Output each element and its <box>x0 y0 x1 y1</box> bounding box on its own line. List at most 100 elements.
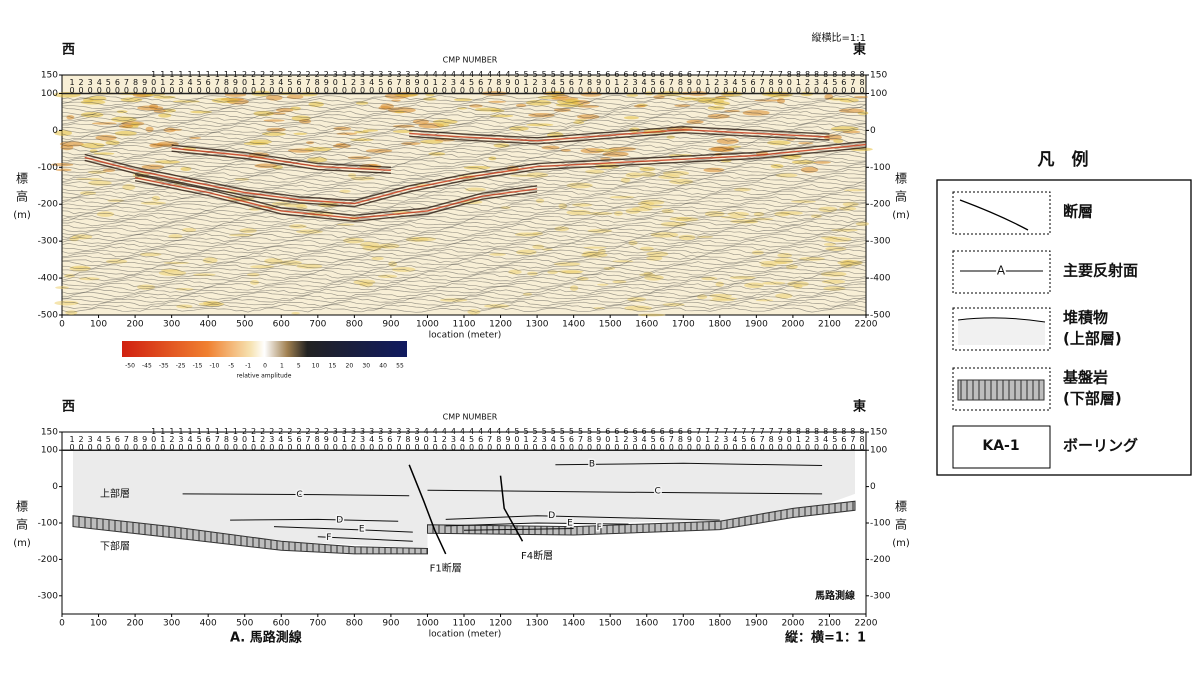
legend-sediment-line <box>957 317 1046 323</box>
x-tick-label: 1200 <box>489 619 512 629</box>
seismic-blob <box>697 294 708 300</box>
cmp-number: 470 <box>485 427 494 451</box>
seismic-reflector <box>84 143 867 205</box>
seismic-blob <box>715 281 724 287</box>
seismic-blob <box>122 184 136 191</box>
unit-label: 上部層 <box>100 487 130 500</box>
cmp-number: 800 <box>785 427 794 451</box>
cmp-number: 640 <box>640 70 649 94</box>
seismic-blob <box>750 217 774 221</box>
seismic-blob <box>514 232 539 237</box>
x-tick-label: 900 <box>382 619 399 629</box>
seismic-blob <box>660 221 687 227</box>
x-tick-label: 2200 <box>855 320 878 330</box>
seismic-blob <box>612 280 627 284</box>
seismic-blob <box>833 138 844 144</box>
seismic-reflector <box>171 147 391 171</box>
sediment-fill <box>73 450 855 549</box>
fault-f1 <box>408 464 447 555</box>
x-tick-label: 1800 <box>708 320 731 330</box>
cmp-number: 880 <box>858 427 867 451</box>
seismic-blob <box>777 253 793 258</box>
cmp-number: 250 <box>285 70 294 94</box>
seismic-trace <box>61 307 867 313</box>
cmp-number: 260 <box>295 427 304 451</box>
cmp-number: 460 <box>476 427 485 451</box>
seismic-blob <box>288 224 307 229</box>
seismic-trace <box>61 248 867 255</box>
seismic-trace <box>61 297 867 304</box>
legend-boring-label: KA-1 <box>982 438 1019 454</box>
seismic-trace <box>61 260 867 267</box>
seismic-blob <box>55 286 69 290</box>
x-tick-label: 1000 <box>416 619 439 629</box>
cmp-number: 600 <box>603 70 612 94</box>
seismic-blob <box>181 227 197 233</box>
seismic-blob <box>266 94 283 101</box>
seismic-blob <box>696 235 714 238</box>
seismic-blob <box>571 203 593 207</box>
horizon-label: C <box>655 486 661 496</box>
seismic-trace <box>61 106 867 113</box>
x-tick-label: 2000 <box>781 619 804 629</box>
seismic-blob <box>75 177 103 180</box>
cmp-number: 90 <box>140 435 149 451</box>
seismic-blob <box>839 97 859 103</box>
west-label: 西 <box>62 400 75 415</box>
line-name: 馬路測線 <box>815 589 855 602</box>
cmp-number: 410 <box>431 70 440 94</box>
cmp-number: 10 <box>68 435 77 451</box>
legend-symbol-box <box>952 191 1051 235</box>
seismic-blob <box>721 216 747 219</box>
seismic-blob <box>145 126 154 132</box>
cmp-number: 190 <box>231 427 240 451</box>
seismic-blob <box>818 206 838 213</box>
seismic-reflector <box>409 125 830 139</box>
seismic-blob <box>239 228 257 234</box>
seismic-blob <box>566 209 591 216</box>
legend-title: 凡 例 <box>1038 149 1089 170</box>
seismic-blob <box>800 166 819 173</box>
cmp-number: 710 <box>703 427 712 451</box>
x-tick-label: 1400 <box>562 619 585 629</box>
cmp-number: 530 <box>540 427 549 451</box>
seismic-blob <box>412 119 429 125</box>
cmp-number: 370 <box>394 427 403 451</box>
colorbar-tick: -35 <box>159 363 169 370</box>
seismic-reflector <box>134 180 538 223</box>
legend-symbol-box <box>952 250 1051 294</box>
seismic-blob <box>574 119 588 122</box>
cmp-number: 550 <box>558 70 567 94</box>
seismic-blob <box>153 95 176 99</box>
horizon-label: D <box>548 511 555 521</box>
cmp-number: 220 <box>258 70 267 94</box>
seismic-blob <box>855 221 869 226</box>
seismic-blob <box>653 95 665 99</box>
horizon-label: F <box>326 533 331 543</box>
cmp-number: 330 <box>358 427 367 451</box>
horizon-label: E <box>359 524 365 534</box>
seismic-blob <box>554 226 570 232</box>
y-axis-label: 高 <box>895 517 907 532</box>
aspect-label: 縦横比=1:1 <box>812 31 866 44</box>
seismic-blob <box>263 119 285 122</box>
seismic-trace <box>61 300 867 307</box>
cmp-number: 790 <box>776 427 785 451</box>
cmp-number: 600 <box>603 427 612 451</box>
seismic-blob <box>825 246 847 251</box>
seismic-trace <box>61 116 867 122</box>
cmp-number: 200 <box>240 70 249 94</box>
x-tick-label: 400 <box>200 619 217 629</box>
seismic-trace <box>61 245 867 252</box>
x-tick-label: 0 <box>59 619 65 629</box>
cmp-number: 390 <box>413 70 422 94</box>
cmp-number: 540 <box>549 427 558 451</box>
cmp-number: 420 <box>440 70 449 94</box>
seismic-blob <box>489 252 506 256</box>
cmp-number: 260 <box>295 70 304 94</box>
seismic-blob <box>380 103 394 110</box>
seismic-blob <box>766 140 791 146</box>
seismic-blob <box>436 123 450 127</box>
seismic-blob <box>291 311 301 315</box>
